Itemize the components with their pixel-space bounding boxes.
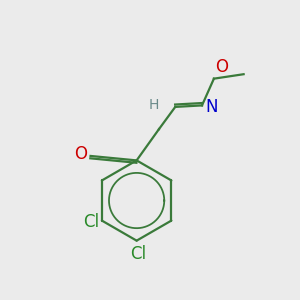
Text: Cl: Cl (130, 245, 146, 263)
Text: N: N (206, 98, 218, 116)
Text: O: O (215, 58, 228, 76)
Text: H: H (148, 98, 159, 112)
Text: O: O (75, 146, 88, 164)
Text: Cl: Cl (83, 213, 99, 231)
